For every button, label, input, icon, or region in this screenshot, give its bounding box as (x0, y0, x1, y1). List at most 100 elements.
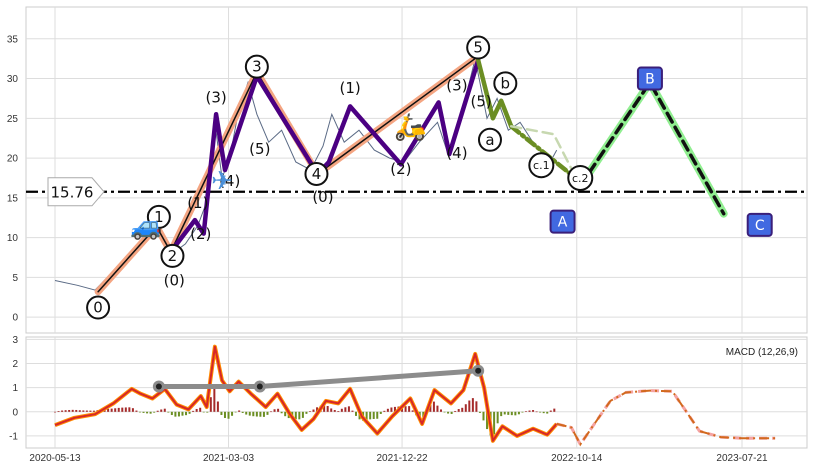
macd-histogram-bar (284, 411, 287, 417)
macd-histogram-bar (351, 410, 354, 412)
macd-histogram-bar (468, 400, 471, 412)
macd-histogram-bar (443, 411, 446, 413)
macd-histogram-bar (238, 410, 241, 412)
macd-histogram-bar (64, 410, 67, 412)
wave-circle (493, 71, 518, 96)
macd-plot-area (25, 336, 808, 449)
macd-histogram-bar (255, 411, 258, 417)
macd-histogram-bar (280, 411, 283, 414)
y-tick-label: 3 (12, 335, 18, 346)
wave-label: (2) (390, 160, 411, 178)
macd-histogram-bar (138, 411, 141, 413)
y-tick-label: 35 (7, 34, 19, 45)
wave-box-text: B (645, 72, 655, 88)
macd-histogram-bar (298, 411, 301, 420)
macd-histogram-bar (429, 404, 432, 412)
macd-histogram-bar (216, 401, 219, 412)
macd-histogram-bar (241, 411, 244, 413)
macd-histogram-bar (390, 407, 393, 412)
macd-histogram-bar (326, 406, 329, 412)
scooter-icon: 🛵 (394, 112, 426, 142)
wave-circle (146, 204, 171, 229)
macd-histogram-bar (202, 411, 205, 413)
wave-circle (244, 54, 269, 79)
wave-circle-label: b (493, 71, 518, 96)
macd-histogram-bar (393, 406, 396, 412)
macd-histogram-bar (532, 410, 535, 412)
macd-histogram-bar (436, 405, 439, 412)
wave-circle (86, 295, 111, 320)
macd-histogram-bar (496, 411, 499, 424)
macd-histogram-bar (262, 411, 265, 417)
wave-label: (0) (164, 271, 185, 289)
y-tick-label: 2 (12, 359, 18, 370)
wave-label: (2) (190, 225, 211, 243)
macd-histogram-bar (185, 411, 188, 416)
macd-histogram-bar (227, 411, 230, 419)
macd-histogram-bar (156, 410, 159, 412)
macd-histogram-bar (68, 409, 71, 412)
macd-histogram-bar (524, 411, 527, 412)
divergence-marker (256, 383, 263, 390)
macd-histogram-bar (121, 407, 124, 412)
wave-label: (1) (339, 79, 360, 97)
wave-box (549, 209, 576, 234)
wave-circle-text: 5 (473, 39, 483, 57)
macd-histogram-bar (54, 411, 56, 413)
y-tick-label: -1 (9, 431, 18, 442)
macd-histogram-bar (450, 411, 453, 414)
macd-histogram-bar (507, 411, 510, 415)
macd-histogram-bar (439, 409, 442, 412)
macd-histogram-bar (379, 411, 382, 414)
macd-histogram-bar (195, 408, 198, 412)
macd-histogram-bar (177, 411, 180, 417)
macd-histogram-bar (337, 411, 340, 412)
macd-histogram-bar (478, 411, 481, 413)
y-tick-label: 5 (12, 273, 18, 284)
y-tick-label: 30 (7, 74, 19, 85)
wave-circle (528, 152, 555, 179)
macd-histogram-bar (110, 408, 113, 412)
wave-circle-text: 3 (252, 58, 262, 76)
macd-histogram-bar (369, 411, 372, 420)
macd-histogram-bar (245, 411, 248, 415)
macd-histogram-bar (493, 411, 496, 435)
macd-histogram-bar (128, 407, 131, 412)
level-tag-label: 15.76 (51, 183, 94, 201)
macd-histogram-bar (89, 410, 92, 412)
macd-histogram-bar (383, 410, 386, 412)
macd-histogram-bar (528, 410, 531, 412)
macd-histogram-bar (135, 410, 138, 412)
macd-histogram-bar (503, 411, 506, 415)
wave-circle-text: 0 (93, 299, 103, 317)
macd-histogram-bar (220, 411, 223, 415)
wave-circle (304, 161, 329, 186)
macd-histogram-bar (223, 411, 226, 418)
wave-box-label: B (636, 66, 663, 91)
wave-circle-text: a (485, 131, 494, 149)
macd-histogram-bar (167, 411, 170, 413)
macd-histogram-bar (553, 408, 556, 412)
macd-histogram-bar (344, 407, 347, 412)
macd-panel: -1 0 1 2 3 MACD (12,26,9) (9, 335, 808, 449)
macd-histogram-bar (316, 407, 319, 412)
wave-label: (5) (471, 92, 492, 110)
macd-histogram-bar (323, 404, 326, 412)
macd-legend: MACD (12,26,9) (726, 347, 798, 358)
divergence-marker (155, 383, 162, 390)
macd-histogram-bar (422, 411, 425, 418)
x-tick-label: 2021-03-03 (203, 453, 255, 464)
x-tick-label: 2022-10-14 (551, 453, 603, 464)
macd-histogram-bar (432, 401, 435, 412)
car-icon: 🚙 (130, 212, 162, 242)
macd-histogram-bar (273, 409, 276, 412)
x-axis: 2020-05-13 2021-03-03 2021-12-22 2022-10-14… (29, 453, 768, 464)
macd-histogram-bar (248, 411, 251, 416)
macd-histogram-bar (213, 387, 216, 412)
x-tick-label: 2021-12-22 (376, 453, 428, 464)
macd-histogram-bar (521, 411, 524, 413)
macd-histogram-bar (206, 411, 209, 413)
macd-histogram-bar (347, 406, 350, 412)
wave-circle-label: c.1 (528, 152, 555, 179)
